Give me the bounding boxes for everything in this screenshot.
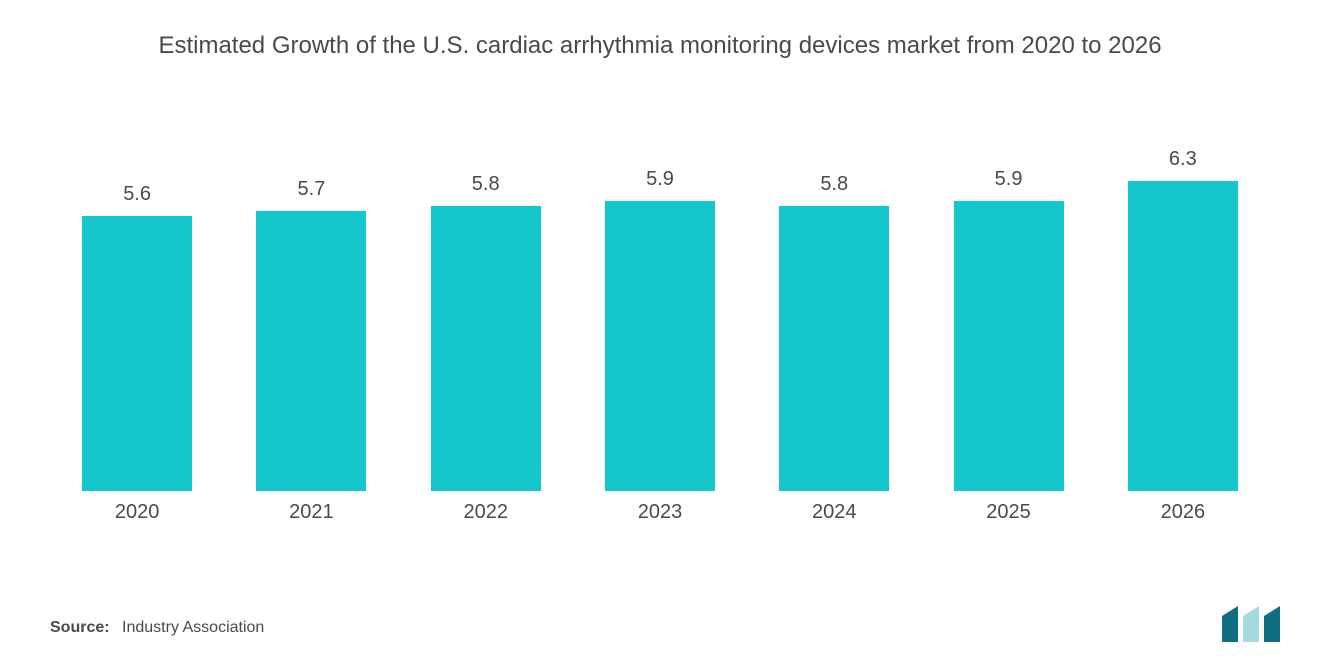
logo-bar-1: [1222, 606, 1238, 642]
bar-group: 6.3: [1113, 131, 1253, 491]
bar: [431, 206, 541, 492]
value-label: 6.3: [1169, 148, 1197, 171]
x-axis: 2020 2021 2022 2023 2024 2025 2026: [40, 501, 1280, 524]
brand-logo: [1220, 604, 1290, 647]
x-axis-label: 2021: [241, 501, 381, 524]
x-axis-label: 2022: [416, 501, 556, 524]
value-label: 5.9: [995, 168, 1023, 191]
chart-title: Estimated Growth of the U.S. cardiac arr…: [110, 30, 1210, 61]
source-label: Source:: [50, 619, 110, 636]
plot-area: 5.6 5.7 5.8 5.9 5.8 5.9 6.3: [40, 131, 1280, 491]
x-axis-label: 2025: [939, 501, 1079, 524]
x-axis-label: 2026: [1113, 501, 1253, 524]
bar-group: 5.9: [939, 131, 1079, 491]
source-text: Industry Association: [122, 619, 264, 636]
value-label: 5.8: [820, 173, 848, 196]
x-axis-label: 2023: [590, 501, 730, 524]
source-line: Source: Industry Association: [50, 619, 264, 637]
bar-group: 5.8: [764, 131, 904, 491]
x-axis-label: 2024: [764, 501, 904, 524]
value-label: 5.9: [646, 168, 674, 191]
value-label: 5.7: [298, 178, 326, 201]
value-label: 5.8: [472, 173, 500, 196]
bar: [605, 201, 715, 491]
bar: [82, 216, 192, 492]
bar: [779, 206, 889, 492]
value-label: 5.6: [123, 183, 151, 206]
bar-group: 5.7: [241, 131, 381, 491]
x-axis-label: 2020: [67, 501, 207, 524]
logo-icon: [1220, 604, 1290, 642]
bar: [1128, 181, 1238, 491]
chart-container: Estimated Growth of the U.S. cardiac arr…: [0, 0, 1320, 665]
bar-group: 5.9: [590, 131, 730, 491]
bar-group: 5.8: [416, 131, 556, 491]
logo-bar-2: [1243, 606, 1259, 642]
bar: [954, 201, 1064, 491]
bar-group: 5.6: [67, 131, 207, 491]
logo-bar-3: [1264, 606, 1280, 642]
bar: [256, 211, 366, 492]
